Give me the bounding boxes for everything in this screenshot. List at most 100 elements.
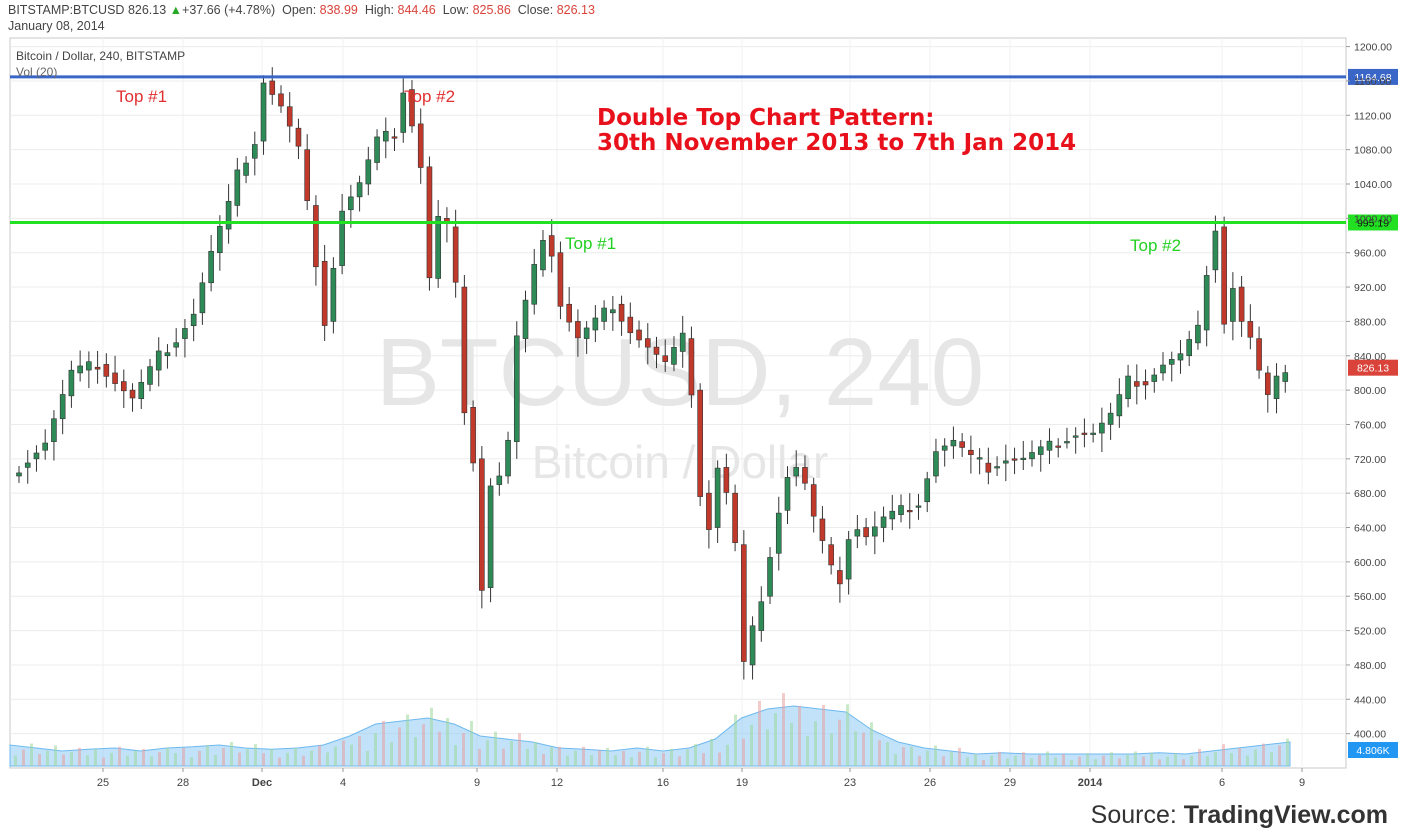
candle-body xyxy=(391,136,398,139)
volume-bar xyxy=(1222,744,1225,766)
volume-bar xyxy=(966,757,969,766)
volume-bar xyxy=(758,700,761,766)
volume-bar xyxy=(574,750,577,766)
volume-bar xyxy=(998,751,1001,766)
candle-body xyxy=(94,366,101,370)
volume-bar xyxy=(446,718,449,766)
price-tick-label: 1000.00 xyxy=(1354,213,1392,225)
volume-bar xyxy=(582,746,585,766)
time-tick-label: 6 xyxy=(1219,777,1225,789)
price-tick-label: 840.00 xyxy=(1354,351,1386,363)
headline-line1: Double Top Chart Pattern: xyxy=(597,105,935,131)
volume-tag-label: 4.806K xyxy=(1356,745,1389,757)
price-tick-label: 920.00 xyxy=(1354,282,1386,294)
low-value: 825.86 xyxy=(472,3,511,17)
last-price: 826.13 xyxy=(127,3,167,17)
candle-body xyxy=(1142,381,1149,386)
candle-body xyxy=(269,80,276,95)
watermark-name: Bitcoin / Dollar xyxy=(532,436,829,488)
price-tick-label: 440.00 xyxy=(1354,694,1386,706)
candle-body xyxy=(1046,440,1053,451)
candle-body xyxy=(208,251,214,284)
horizontal-lines[interactable]: 1164.68 995.19 826.13 4.806K xyxy=(10,68,1398,758)
candle-body xyxy=(120,381,127,392)
volume-bar xyxy=(710,739,713,766)
candle-body xyxy=(321,260,328,326)
volume-bar xyxy=(182,748,185,766)
volume-bar xyxy=(1134,751,1137,766)
volume-bar xyxy=(886,742,889,766)
candle-body xyxy=(1107,412,1114,425)
price-tick-label: 720.00 xyxy=(1354,454,1386,466)
price-axis[interactable]: 1200.00 1160.00 1120.00 1080.00 1040.00 1000.… xyxy=(1346,42,1392,741)
volume-bar xyxy=(102,757,105,766)
candle-body xyxy=(86,361,92,371)
volume-bar xyxy=(270,749,273,766)
symbol-header: BITSTAMP:BTCUSD 826.13 ▲+37.66 (+4.78%) … xyxy=(8,2,595,34)
candle-body xyxy=(819,518,826,541)
candle-body xyxy=(854,529,861,537)
volume-bar xyxy=(982,760,985,766)
time-axis[interactable]: 25 28 Dec 4 9 12 16 19 23 26 29 2014 6 9 xyxy=(97,768,1305,789)
volume-bar xyxy=(614,755,617,766)
candle-body xyxy=(950,439,957,447)
low-label: Low: xyxy=(442,3,470,17)
candle-body xyxy=(1247,321,1254,338)
volume-bar xyxy=(734,714,737,766)
legend-title: Bitcoin / Dollar, 240, BITSTAMP xyxy=(16,49,185,63)
candle-body xyxy=(173,342,179,348)
volume-bar xyxy=(1254,749,1257,766)
volume-bar xyxy=(470,721,473,766)
volume-bar xyxy=(1262,743,1265,766)
source-brand: TradingView.com xyxy=(1183,801,1388,829)
volume-bar xyxy=(1054,757,1057,766)
volume-bar xyxy=(726,744,729,766)
volume-bar xyxy=(1046,751,1049,766)
candle-body xyxy=(1230,288,1236,322)
volume-bar xyxy=(1126,754,1129,766)
source-prefix: Source: xyxy=(1090,801,1184,829)
volume-bar xyxy=(662,753,665,766)
candle-body xyxy=(1055,445,1062,448)
candle-body xyxy=(941,445,948,451)
volume-bar xyxy=(14,755,17,766)
price-tick-label: 480.00 xyxy=(1354,660,1386,672)
candle-body xyxy=(775,512,782,554)
volume-bar xyxy=(1214,752,1217,766)
volume-bar xyxy=(1166,756,1169,766)
volume-bar xyxy=(774,713,777,766)
candle-body xyxy=(601,307,607,322)
candle-body xyxy=(575,321,581,339)
price-tick-label: 1080.00 xyxy=(1354,145,1392,157)
candle-body xyxy=(513,335,520,442)
volume-bar xyxy=(1198,748,1201,766)
volume-bar xyxy=(622,751,625,766)
volume-bar xyxy=(94,749,97,766)
candle-body xyxy=(1160,364,1166,374)
volume-bar xyxy=(374,733,377,766)
candle-body xyxy=(566,303,572,323)
candle-body xyxy=(1151,374,1158,382)
volume-bar xyxy=(150,756,153,766)
candle-body xyxy=(1186,339,1193,357)
candle-body xyxy=(793,467,800,477)
candle-body xyxy=(1011,458,1018,461)
legend-volume: Vol (20) xyxy=(16,65,57,79)
candle-body xyxy=(112,372,118,384)
candle-body xyxy=(1221,226,1227,325)
volume-bar xyxy=(278,757,281,766)
candle-body xyxy=(889,510,896,520)
change-up-icon: ▲ xyxy=(169,3,183,17)
volume-bar xyxy=(510,740,513,766)
candle-body xyxy=(42,442,48,451)
price-tick-label: 1120.00 xyxy=(1354,110,1391,122)
volume-bar xyxy=(566,755,569,766)
candle-body xyxy=(933,451,939,477)
candle-body xyxy=(557,252,564,307)
price-tick-label: 960.00 xyxy=(1354,248,1386,260)
volume-bar xyxy=(478,748,481,766)
volume-bar xyxy=(70,752,73,766)
volume-area xyxy=(9,705,1291,767)
volume-bar xyxy=(414,737,417,766)
